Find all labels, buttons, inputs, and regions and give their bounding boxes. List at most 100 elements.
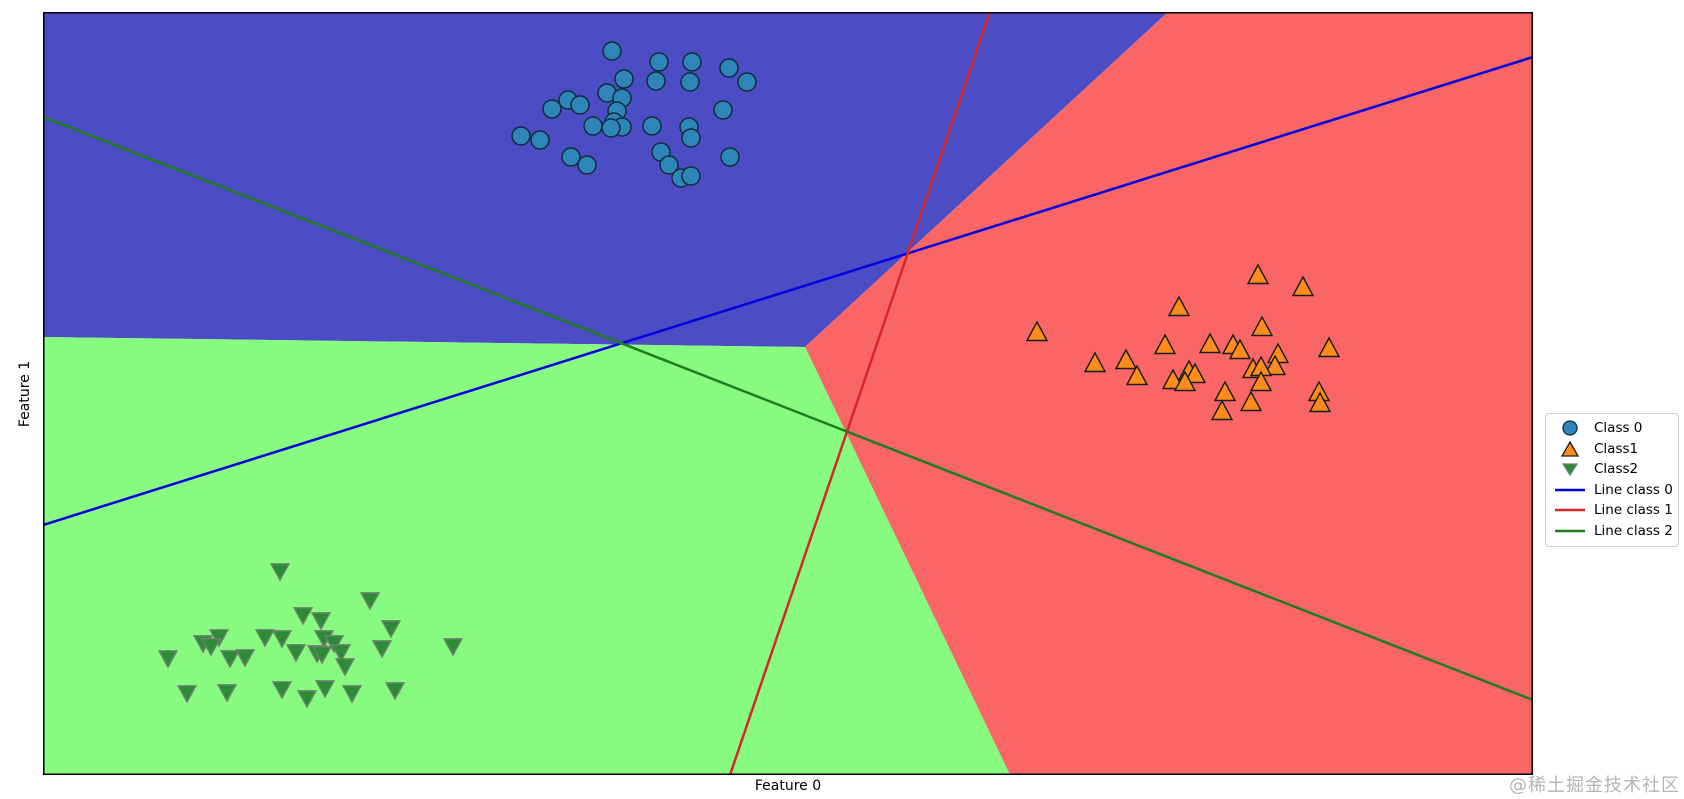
class2-point [314, 680, 336, 699]
class0-point [720, 147, 740, 167]
series-class0 [511, 41, 757, 188]
class0-point [511, 126, 531, 146]
class2-point [311, 646, 333, 665]
class2-point [380, 620, 402, 639]
class2-point [341, 685, 363, 704]
class2-point [334, 658, 356, 677]
class2-point [371, 640, 393, 659]
plot-area [43, 12, 1533, 775]
class0-circle-icon [1552, 420, 1588, 436]
class0-point [577, 155, 597, 175]
site-watermark: @稀土掘金技术社区 [1509, 775, 1680, 796]
class2-point [254, 629, 276, 648]
class2-point [269, 563, 291, 582]
legend-item-class0: Class 0 [1552, 418, 1671, 439]
class2-point [285, 644, 307, 663]
legend-label: Line class 1 [1594, 502, 1673, 519]
legend-label: Line class 0 [1594, 481, 1673, 498]
legend-item-class1: Class1 [1552, 439, 1671, 460]
class1-point [1167, 295, 1191, 317]
legend-item-class2: Class2 [1552, 459, 1671, 480]
class1-point [1249, 370, 1273, 392]
class1-point [1213, 380, 1237, 402]
class1-point [1125, 364, 1149, 386]
class0-point [530, 130, 550, 150]
class1-point [1250, 315, 1274, 337]
legend-label: Class 0 [1594, 420, 1643, 437]
class0-point [680, 72, 700, 92]
plot-border [43, 12, 1533, 775]
class0-point [719, 58, 739, 78]
class0-point [649, 52, 669, 72]
class1-point [1263, 354, 1287, 376]
class0-point [682, 52, 702, 72]
series-class2 [157, 563, 464, 709]
class1-point [1025, 320, 1049, 342]
class0-point [659, 155, 679, 175]
blue-line-swatch-icon [1552, 482, 1588, 498]
red-line-swatch-icon [1552, 502, 1588, 518]
class2-point [296, 690, 318, 709]
class0-point [542, 99, 562, 119]
class0-point [561, 147, 581, 167]
x-axis-label: Feature 0 [754, 778, 822, 794]
class2-point [219, 650, 241, 669]
class2-point [310, 612, 332, 631]
class2-point [157, 650, 179, 669]
class1-point [1198, 332, 1222, 354]
line-class-1 [728, 12, 992, 775]
y-axis-label: Feature 1 [17, 360, 33, 428]
class0-point [681, 128, 701, 148]
class0-point [583, 116, 603, 136]
class0-point [713, 100, 733, 120]
class0-point [601, 118, 621, 138]
class1-point [1246, 263, 1270, 285]
class2-point [176, 685, 198, 704]
class0-point [646, 71, 666, 91]
class0-point [681, 166, 701, 186]
class2-triangle-down-icon [1552, 461, 1588, 477]
series-class1 [1025, 263, 1341, 421]
class0-point [570, 95, 590, 115]
class1-point [1239, 390, 1263, 412]
legend-label: Line class 2 [1594, 522, 1673, 539]
class2-point [442, 638, 464, 657]
class2-point [359, 592, 381, 611]
legend-item-line-class2: Line class 2 [1552, 521, 1673, 542]
class2-point [271, 630, 293, 649]
class1-point [1228, 338, 1252, 360]
class0-point [642, 116, 662, 136]
class2-point [208, 629, 230, 648]
class1-point [1317, 336, 1341, 358]
class1-point [1173, 370, 1197, 392]
class2-point [271, 681, 293, 700]
class1-point [1183, 362, 1207, 384]
legend-label: Class2 [1594, 461, 1639, 478]
class1-point [1210, 399, 1234, 421]
class2-point [234, 649, 256, 668]
class2-point [292, 607, 314, 626]
class2-point [323, 635, 345, 654]
class2-point [216, 684, 238, 703]
class1-point [1114, 348, 1138, 370]
class1-point [1291, 275, 1315, 297]
class2-point [330, 644, 352, 663]
class1-point [1308, 391, 1332, 413]
legend-item-line-class0: Line class 0 [1552, 480, 1673, 501]
decision-region-class0 [43, 12, 1168, 347]
legend: Class 0 Class1 Class2 Line class 0 Line … [1545, 413, 1679, 547]
class1-triangle-up-icon [1552, 440, 1588, 457]
class0-point [602, 41, 622, 61]
line-class-0 [43, 55, 1533, 527]
green-line-swatch-icon [1552, 523, 1588, 539]
class0-point [614, 69, 634, 89]
class1-point [1153, 333, 1177, 355]
line-class-2 [43, 115, 1533, 702]
class2-point [200, 638, 222, 657]
class1-point [1083, 351, 1107, 373]
legend-item-line-class1: Line class 1 [1552, 500, 1673, 521]
class2-point [384, 682, 406, 701]
class0-point [737, 72, 757, 92]
legend-label: Class1 [1594, 440, 1639, 457]
